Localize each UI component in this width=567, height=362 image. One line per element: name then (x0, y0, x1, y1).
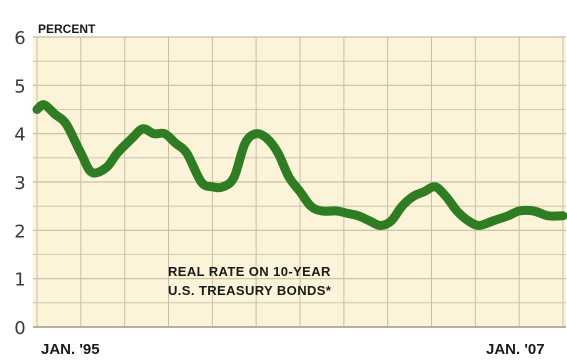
annotation-line-1: REAL RATE ON 10-YEAR (168, 264, 331, 279)
series-group (32, 100, 567, 230)
y-tick-label: 1 (14, 270, 25, 291)
x-tick-label-end: JAN. '07 (486, 341, 545, 358)
y-tick-label: 6 (14, 28, 25, 49)
y-tick-label: 0 (14, 318, 25, 339)
grid-lines (33, 36, 566, 328)
y-axis-unit-label: PERCENT (38, 22, 96, 36)
y-tick-label: 3 (14, 173, 25, 194)
x-tick-label-start: JAN. '95 (41, 341, 100, 358)
y-axis-ticks: 0 1 2 3 4 5 6 (14, 28, 25, 339)
y-tick-label: 2 (14, 221, 25, 242)
y-tick-label: 5 (14, 76, 25, 97)
series-line-real-rate (32, 100, 567, 230)
y-tick-label: 4 (14, 125, 25, 146)
annotation-line-2: U.S. TREASURY BONDS* (168, 283, 332, 298)
